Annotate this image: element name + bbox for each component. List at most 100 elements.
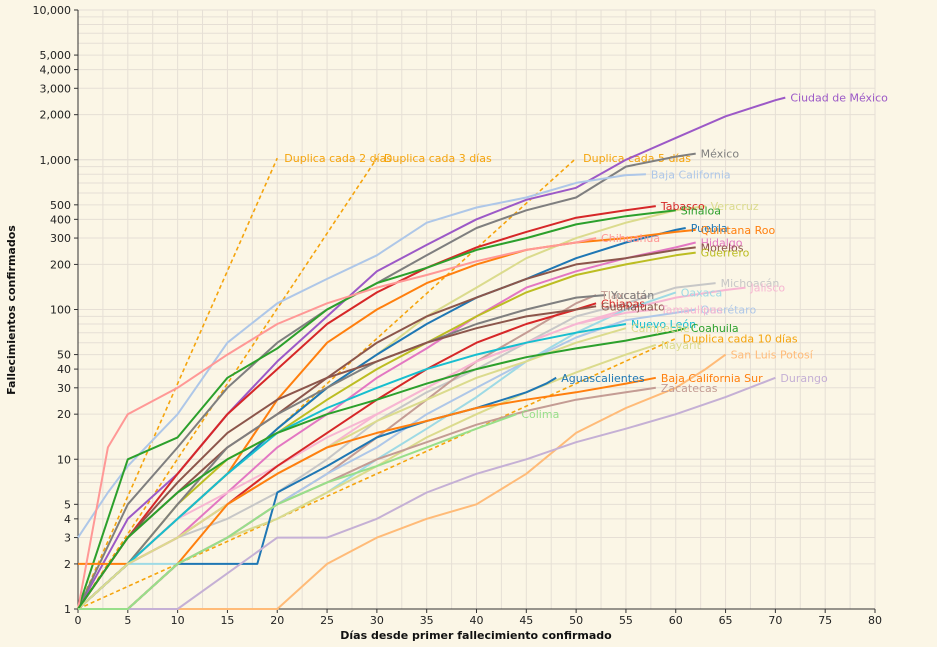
series-label-nuevo-leon: Nuevo León: [631, 318, 696, 331]
y-tick-label: 3: [64, 532, 71, 545]
y-tick-label: 5: [64, 498, 71, 511]
x-tick-label: 20: [270, 614, 284, 627]
series-label-san-luis-potosi: San Luis Potosí: [731, 349, 814, 362]
series-label-ciudad-de-mexico: Ciudad de México: [790, 92, 888, 105]
y-tick-label: 5,000: [40, 49, 72, 62]
series-label-zacatecas: Zacatecas: [661, 382, 718, 395]
series-label-tlaxcala: Tlaxcala: [600, 289, 646, 302]
series-line-tabasco: [77, 205, 656, 610]
series-label-chihuahua: Chihuahua: [601, 232, 660, 245]
x-tick-label: 35: [420, 614, 434, 627]
series-label-oaxaca: Oaxaca: [681, 286, 722, 299]
y-tick-label: 20: [57, 408, 71, 421]
series-label-yucatan: Yucatán: [610, 289, 654, 302]
y-tick-label: 3,000: [40, 82, 72, 95]
series-label-guerrero: Guerrero: [701, 247, 750, 260]
series-label-aguascalientes: Aguascalientes: [561, 372, 645, 385]
series-label-michoacan: Michoacán: [721, 277, 780, 290]
series-label-guanajuato: Guanajuato: [601, 300, 665, 313]
x-tick-label: 25: [320, 614, 334, 627]
series-line-baja-california: [77, 173, 646, 539]
y-tick-label: 200: [50, 258, 71, 271]
ref-line-duplica-cada-3-dias: [77, 157, 378, 610]
ref-label-duplica-cada-2-dias: Duplica cada 2 días: [284, 152, 392, 165]
series-label-baja-california: Baja California: [651, 168, 731, 181]
series-label-puebla: Puebla: [691, 222, 728, 235]
series-label-durango: Durango: [780, 372, 828, 385]
y-tick-label: 40: [57, 363, 71, 376]
grid: [77, 9, 876, 610]
y-tick-label: 500: [50, 199, 71, 212]
series-line-sinaloa: [77, 209, 676, 610]
series-labels: Ciudad de México México Baja California Tab…: [521, 92, 888, 422]
series-label-queretaro: Querétaro: [701, 304, 757, 317]
y-tick-label: 10: [57, 453, 71, 466]
x-tick-label: 70: [768, 614, 782, 627]
x-tick-label: 55: [619, 614, 633, 627]
axes: 0 5 10 15 20 25 30 35 40 45 50 55 60 65 70 75 8012345102…: [33, 4, 883, 627]
series-label-baja-california-sur: Baja California Sur: [661, 372, 763, 385]
y-tick-label: 2: [64, 558, 71, 571]
series-line-durango: [78, 376, 776, 610]
ref-label-duplica-cada-5-dias: Duplica cada 5 días: [583, 152, 691, 165]
x-tick-label: 80: [868, 614, 882, 627]
series-label-jalisco: Jalisco: [749, 282, 785, 295]
x-tick-label: 30: [370, 614, 384, 627]
x-tick-label: 60: [669, 614, 683, 627]
x-axis-title: Días desde primer fallecimiento confirma…: [340, 629, 612, 642]
y-tick-label: 10,000: [33, 4, 72, 17]
series-label-nayarit: Nayarit: [661, 339, 702, 352]
y-tick-label: 4: [64, 513, 71, 526]
series-line-san-luis-potosi: [78, 353, 727, 610]
y-tick-label: 400: [50, 213, 71, 226]
x-tick-label: 5: [124, 614, 131, 627]
series-label-campeche: Campeche: [631, 322, 690, 335]
ref-label-duplica-cada-10-dias: Duplica cada 10 días: [683, 333, 798, 346]
x-tick-label: 0: [75, 614, 82, 627]
x-tick-label: 75: [818, 614, 832, 627]
ref-line-duplica-cada-10-dias: [77, 337, 677, 610]
y-axis-title: Fallecimientos confirmados: [5, 225, 18, 395]
series-line-nuevo-leon: [77, 323, 627, 610]
series-line-guanajuato: [77, 305, 597, 610]
series-label-sinaloa: Sinaloa: [681, 204, 721, 217]
series-line-michoacan: [77, 282, 716, 610]
y-tick-label: 30: [57, 382, 71, 395]
series-label-coahuila: Coahuila: [691, 322, 739, 335]
series-line-chihuahua: [77, 237, 597, 610]
series-line-mexico: [77, 152, 696, 610]
series-line-morelos: [77, 246, 696, 610]
x-tick-label: 40: [470, 614, 484, 627]
series-line-guerrero: [77, 251, 696, 610]
series-label-hidalgo: Hidalgo: [701, 237, 743, 250]
series-line-coahuila: [77, 327, 686, 610]
series-line-hidalgo: [77, 241, 696, 610]
series-label-chiapas: Chiapas: [601, 297, 645, 310]
x-tick-label: 50: [569, 614, 583, 627]
y-tick-label: 2,000: [40, 109, 72, 122]
y-tick-label: 1: [64, 603, 71, 616]
x-tick-label: 45: [519, 614, 533, 627]
series-line-yucatan: [77, 294, 607, 610]
series-label-veracruz: Veracruz: [711, 200, 759, 213]
x-tick-label: 10: [171, 614, 185, 627]
series-lines: [77, 96, 786, 610]
series-label-tabasco: Tabasco: [660, 200, 705, 213]
y-tick-label: 50: [57, 349, 71, 362]
y-tick-label: 300: [50, 232, 71, 245]
x-tick-label: 65: [719, 614, 733, 627]
series-label-colima: Colima: [521, 408, 559, 421]
x-tick-label: 15: [220, 614, 234, 627]
ref-label-duplica-cada-3-dias: Duplica cada 3 días: [384, 152, 492, 165]
series-label-quintana-roo: Quintana Roo: [701, 224, 776, 237]
series-label-tamaulipas: Tamaulipas: [660, 304, 723, 317]
series-label-mexico: México: [701, 148, 740, 161]
y-tick-label: 100: [50, 304, 71, 317]
series-line-campeche: [77, 327, 627, 610]
series-line-colima: [78, 413, 517, 610]
y-tick-label: 4,000: [40, 64, 72, 77]
series-label-morelos: Morelos: [701, 241, 744, 254]
ref-line-duplica-cada-2-dias: [77, 157, 278, 610]
